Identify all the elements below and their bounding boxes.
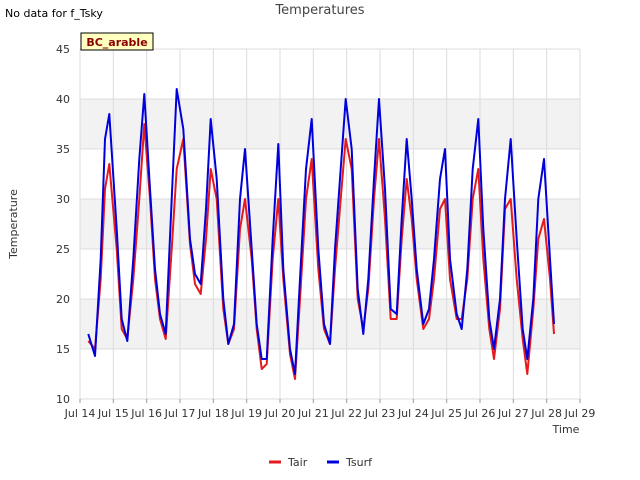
y-tick-label: 45 [56, 43, 70, 56]
x-tick-label: Jul 18 [197, 407, 229, 420]
site-badge-box [80, 32, 154, 51]
y-tick-label: 25 [56, 243, 70, 256]
y-tick-label: 20 [56, 293, 70, 306]
x-tick-label: Jul 27 [497, 407, 529, 420]
x-tick-label: Jul 16 [130, 407, 162, 420]
x-tick-label: Jul 22 [330, 407, 362, 420]
x-tick-label: Jul 14 [64, 407, 96, 420]
x-axis-label: Time [552, 423, 580, 436]
series-lines [87, 88, 555, 380]
x-tick-label: Jul 24 [397, 407, 429, 420]
x-tick-label: Jul 26 [464, 407, 496, 420]
y-tick-label: 30 [56, 193, 70, 206]
no-data-note: No data for f_Tsky [5, 7, 103, 20]
site-badge: BC_arable [80, 32, 154, 51]
x-tick-label: Jul 19 [230, 407, 262, 420]
band-35 [80, 99, 580, 149]
legend: Tair Tsurf [269, 456, 373, 469]
legend-label-tair: Tair [287, 456, 308, 469]
x-tick-label: Jul 17 [164, 407, 196, 420]
x-tick-label: Jul 15 [97, 407, 129, 420]
series-line-tair [87, 123, 555, 380]
site-badge-label: BC_arable [86, 36, 147, 49]
axis-ticks: 10 15 20 25 30 35 40 45 Jul 14 Jul 15 Jul 16 Jul 17… [56, 43, 595, 420]
y-tick-label: 10 [56, 393, 70, 406]
gridlines [79, 48, 581, 400]
y-axis-label: Temperature [7, 189, 20, 260]
x-tick-label: Jul 23 [364, 407, 396, 420]
y-tick-label: 40 [56, 93, 70, 106]
band-25 [80, 199, 580, 249]
y-tick-label: 35 [56, 143, 70, 156]
series-line-tsurf [87, 88, 555, 375]
x-tick-label: Jul 28 [530, 407, 562, 420]
x-tick-label: Jul 29 [564, 407, 596, 420]
y-tick-label: 15 [56, 343, 70, 356]
x-tick-label: Jul 21 [297, 407, 329, 420]
chart-title: Temperatures [274, 3, 364, 18]
legend-label-tsurf: Tsurf [345, 456, 373, 469]
x-tick-label: Jul 20 [264, 407, 296, 420]
x-tick-label: Jul 25 [430, 407, 462, 420]
